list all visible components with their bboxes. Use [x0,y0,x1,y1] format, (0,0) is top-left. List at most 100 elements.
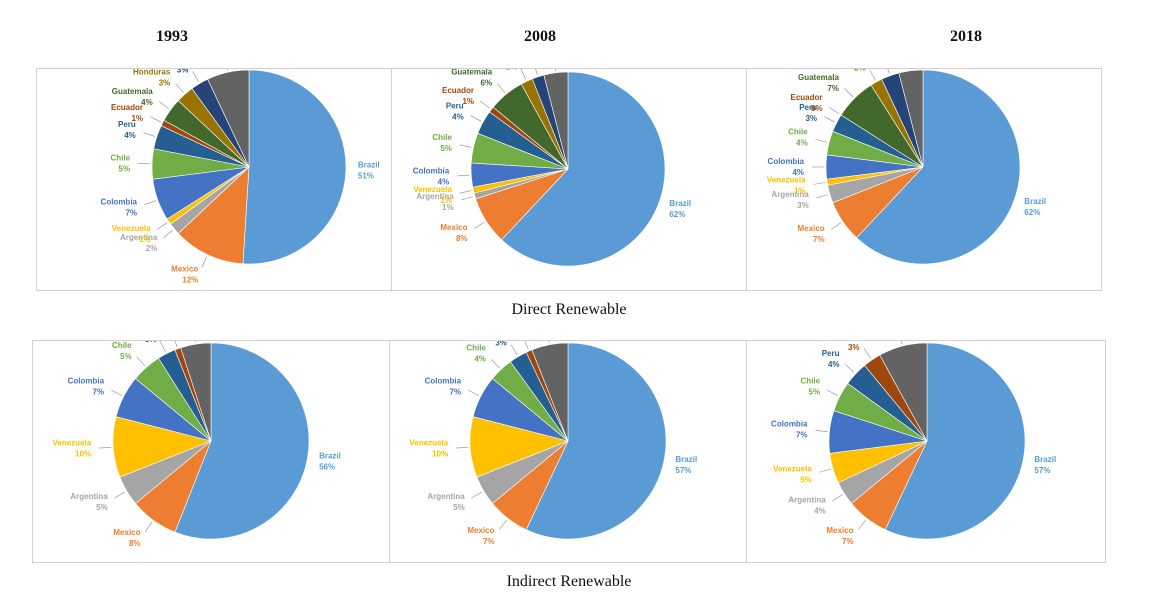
data-label-direct-renewable-2018-chile: Chile 4% [788,127,808,147]
data-label-direct-renewable-2008-chile: Chile 5% [432,133,452,153]
leader-line-indirect-renewable-2018-chile [827,389,839,396]
data-label-indirect-renewable-1993-mexico: Mexico 8% [113,528,140,548]
leader-line-indirect-renewable-1993-ecuador [174,341,178,348]
pie-slice-indirect-renewable-2018-rest [879,342,928,442]
pie-panel-direct-2018: Brazil 62% Mexico 7% Argentina 3% Venezuela 1% C… [746,68,1102,291]
leader-line-indirect-renewable-2008-rest [548,341,550,343]
leader-line-direct-renewable-1993-venezuela [157,222,168,230]
data-label-direct-renewable-2008-guatemala: Guatemala 6% [451,69,492,87]
leader-line-indirect-renewable-2008-peru [510,344,518,356]
column-title-1993: 1993 [156,28,188,45]
data-label-indirect-renewable-2018-chile: Chile 5% [801,377,821,397]
leader-line-indirect-renewable-2008-mexico [499,519,507,530]
leader-line-indirect-renewable-1993-colombia [111,389,123,396]
pie-panel-indirect-2018: Brazil 57% Mexico 7% Argentina 4% Venezuela 5% C… [746,340,1106,563]
leader-line-indirect-renewable-1993-rest [194,341,196,343]
leader-line-direct-renewable-2008-ecuador [480,100,490,109]
data-label-indirect-renewable-2008-brazil: Brazil 57% [675,455,697,475]
leader-line-direct-renewable-1993-honduras [175,83,184,93]
data-label-direct-renewable-2018-ecuador: Ecuador 0% [790,93,822,113]
data-label-direct-renewable-2008-argentina: Argentina 1% [416,192,454,212]
leader-line-indirect-renewable-2018-rest [901,341,903,345]
data-label-direct-renewable-2018-honduras: Honduras2% [828,69,866,73]
pie-slice-indirect-renewable-2008-brazil [525,342,667,540]
data-label-direct-renewable-2008-mexico: Mexico 8% [440,223,467,243]
leader-line-direct-renewable-2008-guatemala [497,83,506,93]
leader-line-indirect-renewable-2018-argentina [832,494,843,502]
data-label-direct-renewable-1993-peru: Peru 4% [118,120,136,140]
data-label-indirect-renewable-2018-brazil: Brazil 57% [1034,455,1056,475]
data-label-indirect-renewable-1993-chile: Chile 5% [112,341,132,361]
leader-line-direct-renewable-2008-mexico [474,221,485,229]
data-label-indirect-renewable-1993-venezuela: Venezuela 10% [53,439,92,459]
data-label-direct-renewable-1993-ecuador: Ecuador 1% [111,103,143,123]
leader-line-indirect-renewable-2018-ecuador [863,348,872,359]
leader-line-indirect-renewable-2008-ecuador [524,341,529,350]
pie-slice-direct-renewable-2008-rest [543,71,569,170]
data-label-indirect-renewable-2018-peru: Peru 4% [822,349,840,369]
pie-panel-direct-1993: Brazil 51% Mexico 12% Argentina 2% Venezuela 1%… [36,68,392,291]
data-label-indirect-renewable-2018-ecuador: Ecuador3% [827,341,859,352]
pie-slice-direct-renewable-1993-rest [207,69,250,168]
leader-line-indirect-renewable-1993-argentina [114,491,126,499]
data-label-direct-renewable-2008-peru: Peru 4% [446,102,464,122]
leader-line-direct-renewable-1993-paraguay [192,71,199,82]
leader-line-direct-renewable-2008-chile [459,144,472,148]
pie-slice-indirect-renewable-1993-rest [180,342,212,442]
data-label-direct-renewable-1993-paraguay: Paraguay3% [152,69,189,75]
leader-line-indirect-renewable-2018-peru [845,364,855,373]
pie-slice-direct-renewable-2018-rest [898,69,924,168]
leader-line-indirect-renewable-2008-colombia [468,389,480,396]
data-label-indirect-renewable-2008-venezuela: Venezuela 10% [410,439,449,459]
leader-line-direct-renewable-2018-chile [815,139,828,143]
leader-line-direct-renewable-2008-paraguay [535,69,538,75]
data-label-direct-renewable-2008-venezuela: Venezuela 1% [413,185,452,205]
section-title-indirect: Indirect Renewable [506,573,632,590]
data-label-indirect-renewable-2008-colombia: Colombia 7% [425,377,462,397]
pie-slice-direct-renewable-1993-mexico [177,166,250,265]
data-label-direct-renewable-1993-argentina: Argentina 2% [120,233,158,253]
leader-line-direct-renewable-1993-guatemala [159,101,170,110]
data-label-direct-renewable-1993-guatemala: Guatemala 4% [112,87,153,107]
pie-panel-direct-2008: Brazil 62% Mexico 8% Argentina 1% Venezuela 1% C… [391,68,747,291]
data-label-indirect-renewable-2008-chile: Chile 4% [466,344,486,364]
leader-line-indirect-renewable-2008-argentina [471,491,483,499]
leader-line-indirect-renewable-2008-venezuela [456,446,469,449]
leader-line-direct-renewable-2018-paraguay [887,69,890,74]
leader-line-indirect-renewable-1993-venezuela [99,446,112,449]
leader-line-direct-renewable-2018-ecuador [829,107,840,115]
leader-line-indirect-renewable-1993-mexico [144,521,153,532]
data-label-indirect-renewable-2008-mexico: Mexico 7% [467,526,494,546]
leader-line-direct-renewable-1993-ecuador [149,116,161,123]
leader-line-direct-renewable-2018-venezuela [813,182,826,185]
data-label-direct-renewable-1993-venezuela: Venezuela 1% [112,224,151,244]
leader-line-direct-renewable-2008-venezuela [459,190,472,194]
leader-line-indirect-renewable-1993-peru [159,341,166,353]
data-label-direct-renewable-1993-honduras: Honduras 3% [133,69,171,88]
pie-panel-indirect-2008: Brazil 57% Mexico 7% Argentina 5% Venezuela 10%… [389,340,747,563]
data-label-direct-renewable-2008-ecuador: Ecuador 1% [442,86,474,106]
pie-slice-direct-renewable-2018-brazil [856,69,1021,265]
leader-line-direct-renewable-2018-guatemala [844,88,854,98]
leader-line-direct-renewable-1993-peru [143,132,155,137]
data-label-direct-renewable-2018-mexico: Mexico 7% [797,224,824,244]
leader-line-indirect-renewable-2018-venezuela [819,468,832,473]
data-label-indirect-renewable-1993-colombia: Colombia 7% [68,377,105,397]
leader-line-direct-renewable-2008-honduras [520,69,527,80]
leader-line-direct-renewable-2008-colombia [457,174,470,177]
pie-slice-indirect-renewable-2008-rest [531,342,569,442]
data-label-direct-renewable-1993-mexico: Mexico 12% [171,265,198,285]
leader-line-direct-renewable-2008-rest [555,69,556,71]
leader-line-direct-renewable-2008-peru [470,115,482,122]
data-label-indirect-renewable-1993-brazil: Brazil 56% [319,452,341,472]
leader-line-direct-renewable-2008-argentina [461,196,474,201]
leader-line-direct-renewable-2018-mexico [831,222,842,230]
leader-line-direct-renewable-1993-colombia [144,200,156,205]
data-label-indirect-renewable-2018-venezuela: Venezuela 5% [773,465,812,485]
pie-panel-indirect-1993: Brazil 56% Mexico 8% Argentina 5% Venezuela 10%… [32,340,390,563]
leader-line-direct-renewable-1993-argentina [163,229,173,238]
leader-line-direct-renewable-2018-honduras [869,69,876,81]
leader-line-direct-renewable-1993-rest [226,69,228,71]
leader-line-direct-renewable-1993-mexico [201,256,208,268]
leader-line-indirect-renewable-1993-chile [136,356,146,367]
